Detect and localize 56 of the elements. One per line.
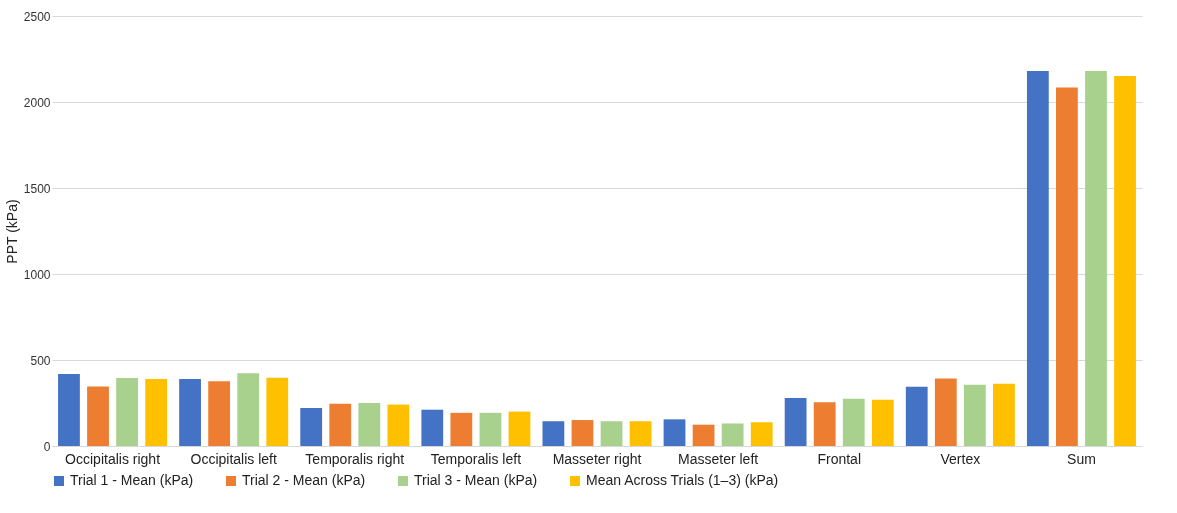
bar xyxy=(116,378,138,446)
bar xyxy=(329,403,352,446)
y-tick-label: 1500 xyxy=(23,181,51,196)
y-tick-label: 2500 xyxy=(23,9,51,24)
bar xyxy=(842,398,865,446)
bar xyxy=(750,422,773,446)
x-tick-label: Masseter left xyxy=(678,450,759,467)
bar xyxy=(421,409,444,446)
bar xyxy=(784,398,807,446)
bar xyxy=(358,403,381,446)
bar xyxy=(87,386,109,446)
x-tick-label: Temporalis left xyxy=(430,450,522,467)
bar xyxy=(145,378,168,446)
bar xyxy=(934,378,957,446)
x-tick-label: Frontal xyxy=(817,450,862,467)
bar xyxy=(1026,71,1049,446)
y-tick-label: 0 xyxy=(43,439,51,454)
y-tick-label: 500 xyxy=(30,353,51,368)
bar xyxy=(208,381,231,446)
x-tick-label: Sum xyxy=(1067,450,1096,467)
bar xyxy=(571,420,594,446)
bar xyxy=(813,402,836,446)
bar xyxy=(479,412,502,446)
bar xyxy=(600,421,623,446)
bar xyxy=(721,423,744,446)
bar xyxy=(58,373,80,446)
y-tick-label: 1000 xyxy=(23,267,51,282)
bar xyxy=(993,383,1015,446)
y-tick-label: 2000 xyxy=(23,95,51,110)
bar xyxy=(871,399,894,446)
legend-label: Mean Across Trials (1–3) (kPa) xyxy=(586,472,779,488)
bar xyxy=(963,384,986,446)
bar xyxy=(300,407,323,446)
bar xyxy=(387,404,410,446)
bar xyxy=(542,421,565,446)
x-tick-label: Occipitalis left xyxy=(190,450,277,467)
bar xyxy=(1085,71,1107,446)
bar xyxy=(266,377,289,446)
bar xyxy=(450,412,473,446)
bar xyxy=(629,421,652,446)
legend-label: Trial 3 - Mean (kPa) xyxy=(414,472,538,488)
x-tick-label: Occipitalis right xyxy=(65,450,161,467)
legend-label: Trial 1 - Mean (kPa) xyxy=(70,472,194,488)
x-tick-label: Vertex xyxy=(940,450,981,467)
bar xyxy=(179,378,201,446)
x-tick-label: Masseter right xyxy=(552,450,642,467)
bar xyxy=(692,424,715,446)
y-axis-title: PPT (kPa) xyxy=(3,199,20,264)
bar xyxy=(905,386,928,446)
bar xyxy=(1114,76,1136,446)
bar xyxy=(1056,87,1078,446)
bar xyxy=(663,419,686,446)
bar xyxy=(508,411,531,446)
bar xyxy=(237,373,260,446)
legend-label: Trial 2 - Mean (kPa) xyxy=(242,472,366,488)
x-tick-label: Temporalis right xyxy=(305,450,405,467)
